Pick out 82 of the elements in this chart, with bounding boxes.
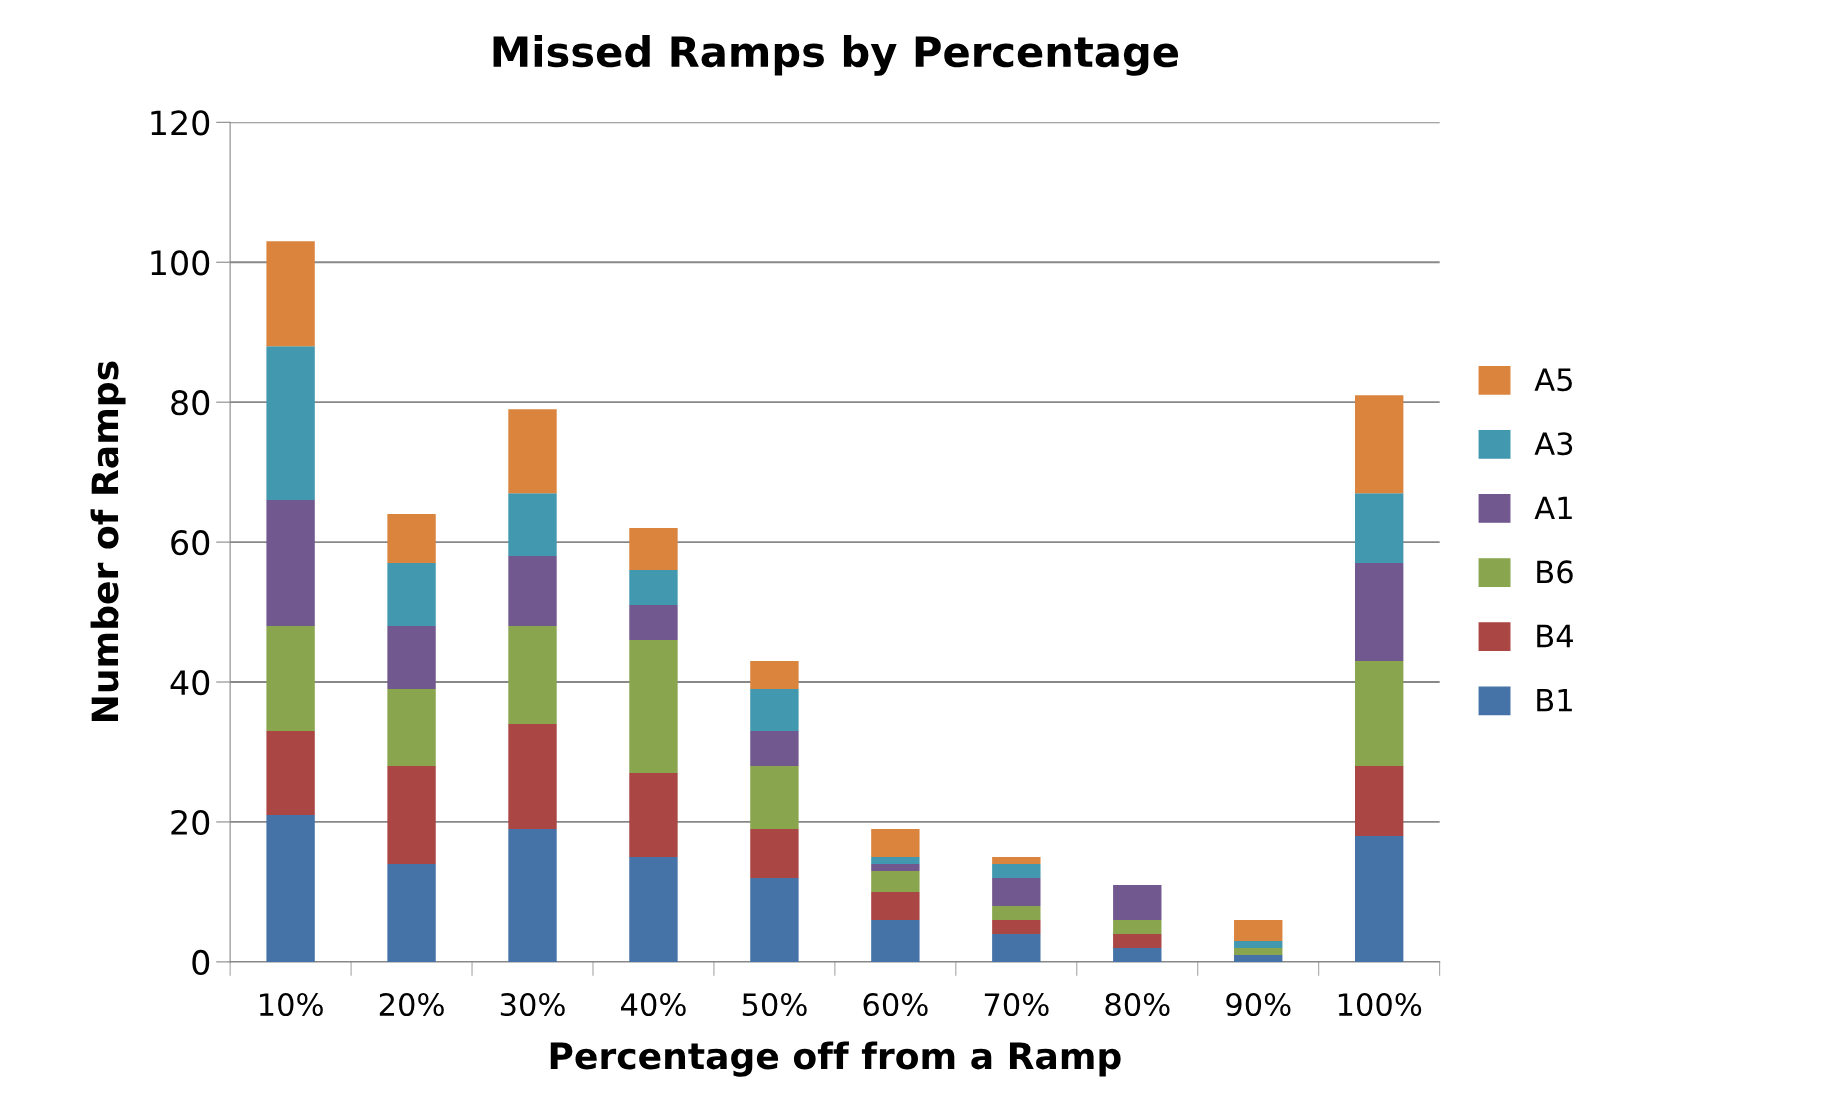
bar [508, 409, 557, 494]
bar [1354, 395, 1404, 494]
x-tick-label: 40% [621, 992, 686, 1017]
bar [871, 828, 920, 857]
x-tick-label: 20% [379, 992, 444, 1017]
legend-label: B1 [1537, 688, 1572, 712]
bar [1234, 919, 1283, 941]
x-tick-label: 100% [1338, 992, 1422, 1017]
x-tick-label: 10% [260, 992, 323, 1017]
bar [1354, 563, 1404, 662]
bar [387, 563, 436, 627]
bar [266, 626, 315, 731]
bar [992, 905, 1041, 920]
bar [387, 765, 436, 864]
bar [1113, 933, 1162, 948]
bar [629, 570, 678, 606]
y-tick-label: 40 [170, 669, 210, 696]
legend-label: A3 [1534, 432, 1573, 456]
bar [750, 877, 799, 962]
bar [387, 689, 436, 766]
bar [1234, 947, 1283, 955]
bar [992, 856, 1041, 864]
bar [266, 731, 315, 815]
bar [871, 919, 920, 962]
bar [750, 731, 799, 766]
bar [992, 877, 1041, 906]
bar [1113, 947, 1162, 962]
chart-title: Missed Ramps by Percentage [493, 35, 1179, 76]
bar [266, 346, 315, 501]
bar [750, 689, 799, 731]
bar [508, 626, 557, 724]
y-tick-label: 20 [171, 809, 210, 836]
y-tick-label: 80 [171, 390, 210, 416]
bar [992, 863, 1041, 878]
bar [629, 605, 678, 641]
bar [750, 828, 799, 878]
bar [1354, 493, 1404, 564]
bar [266, 500, 315, 627]
legend-label: B4 [1537, 624, 1573, 648]
x-axis-title: Percentage off from a Ramp [550, 1041, 1121, 1077]
bar [871, 870, 920, 892]
y-tick-label: 60 [171, 530, 210, 556]
legend-label: A1 [1534, 496, 1572, 519]
bar [387, 626, 436, 690]
bar [508, 828, 557, 962]
bar [992, 919, 1041, 934]
bar [871, 863, 920, 871]
bar [387, 863, 436, 962]
bar [1113, 919, 1162, 934]
bar [629, 640, 678, 773]
x-tick-label: 50% [742, 992, 807, 1017]
x-tick-label: 80% [1105, 992, 1170, 1017]
bar [1234, 940, 1283, 948]
bar [1354, 835, 1404, 962]
bar [508, 493, 557, 557]
bar [266, 814, 315, 962]
x-tick-label: 60% [863, 992, 928, 1017]
y-axis-title: Number of Ramps [90, 361, 126, 722]
bar [387, 514, 436, 564]
bar [629, 528, 678, 571]
y-tick-label: 100 [151, 250, 210, 276]
bar [1113, 884, 1162, 920]
bar [508, 724, 557, 829]
bar [629, 856, 678, 962]
x-tick-label: 70% [984, 992, 1049, 1017]
bar [266, 241, 315, 347]
bar [1354, 661, 1404, 766]
bar [508, 556, 557, 627]
bar [750, 661, 799, 690]
bar [871, 891, 920, 920]
y-tick-label: 120 [151, 110, 210, 136]
x-tick-label: 30% [500, 992, 565, 1017]
bar [992, 933, 1041, 962]
bar [629, 772, 678, 857]
x-tick-label: 90% [1226, 992, 1291, 1017]
bar [871, 856, 920, 864]
legend-label: A5 [1534, 368, 1572, 392]
bar [1354, 765, 1404, 836]
legend-label: B6 [1537, 560, 1573, 584]
y-tick-label: 0 [192, 949, 210, 976]
bar [750, 765, 799, 829]
bar [1234, 954, 1283, 962]
